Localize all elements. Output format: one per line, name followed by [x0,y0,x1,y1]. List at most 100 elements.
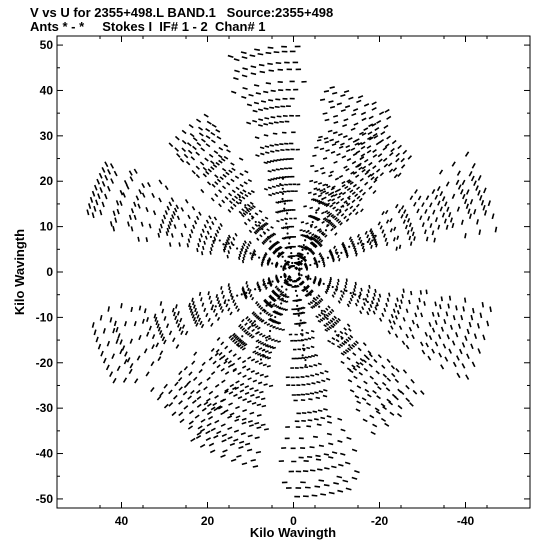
uv-point [227,307,231,312]
uv-point [243,251,247,255]
uv-point [335,285,339,289]
uv-point [309,301,314,305]
uv-point [345,289,348,293]
uv-point [192,137,198,142]
uv-point [227,250,231,254]
uv-point [235,200,240,205]
uv-point [184,199,189,204]
uv-point [163,383,168,389]
uv-point [304,275,308,278]
uv-point [451,340,456,346]
uv-point [134,378,139,384]
uv-point [448,295,452,301]
uv-point [221,199,226,204]
uv-point [440,364,445,370]
uv-point [299,245,303,248]
uv-point [297,263,300,266]
uv-point [377,354,382,359]
uv-point [255,345,260,349]
uv-point [331,185,336,189]
uv-point [215,348,220,353]
uv-point [266,364,271,368]
uv-point [330,227,334,232]
uv-point [407,155,413,160]
uv-point [232,203,237,208]
uv-point [331,224,336,228]
uv-point [275,184,280,187]
uv-point [463,198,468,205]
uv-point [377,221,381,226]
uv-point [229,412,235,416]
uv-point [359,155,365,160]
uv-point [237,356,242,361]
uv-point [214,419,220,424]
uv-point [425,195,430,201]
uv-point [393,173,398,179]
uv-point [327,305,331,309]
uv-point [258,108,264,112]
uv-point [363,158,369,163]
uv-point [249,54,256,58]
uv-point [268,257,272,261]
uv-point [130,226,134,232]
uv-point [289,247,292,250]
uv-point [176,311,180,316]
x-tick-label: 0 [290,514,297,528]
uv-point [336,152,341,157]
uv-point [314,259,317,263]
uv-point [214,312,218,317]
uv-point [187,395,192,400]
uv-point [318,299,322,303]
uv-point [230,206,234,210]
uv-point [321,198,324,201]
uv-point [238,195,241,199]
uv-point [151,344,155,350]
uv-point [264,145,270,148]
uv-point [247,191,252,196]
uv-point [334,330,337,333]
uv-point [311,220,314,224]
uv-point [183,383,189,389]
uv-point [208,390,214,395]
uv-point [397,144,402,150]
uv-point [188,371,193,376]
uv-point [177,376,183,382]
uv-point [370,176,375,181]
uv-point [248,319,253,324]
uv-point [339,297,343,301]
uv-point [324,218,328,222]
uv-point [383,307,387,313]
uv-point [277,296,281,300]
uv-point [227,208,232,213]
uv-point [167,224,171,230]
uv-point [264,238,268,243]
uv-point [231,197,236,202]
uv-point [451,161,456,167]
uv-point [465,189,470,195]
uv-point [346,202,351,207]
uv-point [247,218,251,222]
uv-point [379,139,385,144]
uv-point [313,257,317,262]
uv-point [237,256,241,261]
uv-point [308,365,313,368]
uv-point [181,147,187,152]
uv-point [349,369,354,374]
uv-point [274,339,278,343]
uv-point [250,458,256,462]
uv-point [232,243,235,247]
uv-point [364,297,368,302]
uv-point [272,132,278,135]
uv-point [263,187,268,191]
uv-point [326,327,331,331]
uv-point [193,351,198,356]
uv-point [319,371,324,375]
uv-point [198,132,204,137]
uv-point [250,321,255,326]
uv-point [168,401,174,407]
uv-point [276,311,279,314]
uv-point [281,293,285,297]
uv-point [257,340,262,344]
uv-point [272,243,276,246]
uv-point [245,291,248,294]
